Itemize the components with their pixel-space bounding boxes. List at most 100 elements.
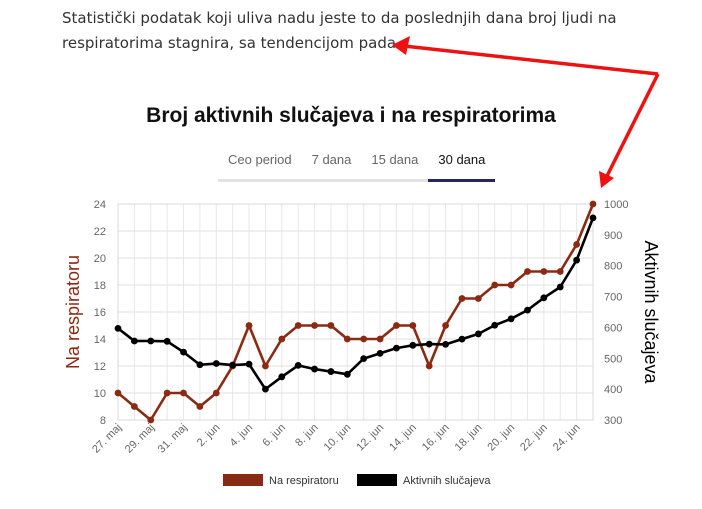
data-point-respirator <box>212 389 220 397</box>
right-axis-tick-label: 800 <box>604 261 622 273</box>
data-point-respirator <box>245 322 253 329</box>
arrow-to-text-line <box>403 44 659 76</box>
tab-30-dana[interactable]: 30 dana <box>428 150 496 182</box>
right-axis-tick-label: 400 <box>604 384 622 396</box>
data-point-respirator <box>278 335 286 343</box>
x-axis-tick-label: 14. jun <box>387 422 419 454</box>
data-point-respirator <box>262 362 269 370</box>
data-point-respirator <box>573 241 581 248</box>
data-point-active-cases <box>212 360 220 367</box>
data-point-active-cases <box>376 349 384 357</box>
x-axis-tick-label: 16. jun <box>420 422 452 454</box>
data-point-respirator <box>180 389 187 397</box>
series-line-active-cases <box>117 217 595 391</box>
x-axis-tick-label: 24. jun <box>551 422 583 454</box>
right-axis-tick-label: 1000 <box>604 199 628 211</box>
data-point-active-cases <box>163 337 171 345</box>
data-point-active-cases <box>425 340 433 348</box>
data-point-respirator <box>556 268 564 275</box>
right-axis-title: Aktivnih slučajeva <box>641 240 661 384</box>
data-point-active-cases <box>180 348 187 356</box>
chart-series <box>114 200 597 424</box>
left-axis-tick-label: 16 <box>94 307 106 319</box>
x-axis-tick-label: 12. jun <box>354 422 386 454</box>
data-point-respirator <box>409 322 417 329</box>
data-point-respirator <box>311 322 318 329</box>
data-point-respirator <box>343 335 351 343</box>
data-point-active-cases <box>393 344 400 352</box>
data-point-active-cases <box>589 214 597 222</box>
data-point-respirator <box>360 335 368 343</box>
x-axis-tick-label: 29. maj <box>123 422 157 456</box>
data-point-respirator <box>425 362 433 370</box>
left-axis-tick-label: 20 <box>94 253 106 265</box>
data-point-respirator <box>524 268 531 275</box>
data-point-active-cases <box>294 361 302 369</box>
chart-title: Broj aktivnih slučajeva i na respiratori… <box>146 104 556 127</box>
data-point-active-cases <box>229 361 237 369</box>
left-axis-tick-label: 22 <box>94 226 106 238</box>
data-point-active-cases <box>278 373 286 381</box>
left-axis-tick-label: 12 <box>94 361 106 373</box>
legend-label-active-cases[interactable]: Aktivnih slučajeva <box>403 475 491 487</box>
data-point-active-cases <box>409 341 417 349</box>
data-point-active-cases <box>573 256 581 264</box>
data-point-respirator <box>507 281 515 289</box>
x-axis-tick-label: 8. jun <box>293 422 321 450</box>
left-axis-tick-label: 24 <box>94 199 106 211</box>
legend-swatch-respirator[interactable] <box>223 474 263 486</box>
data-point-active-cases <box>556 283 564 291</box>
right-axis-tick-label: 300 <box>604 415 622 427</box>
data-point-active-cases <box>311 365 318 373</box>
data-point-respirator <box>196 403 204 410</box>
data-point-respirator <box>294 322 302 329</box>
x-axis-tick-label: 31. maj <box>156 422 190 456</box>
tab-ceo-period[interactable]: Ceo period <box>218 150 302 182</box>
annotation-arrows <box>392 36 660 188</box>
data-point-active-cases <box>262 385 269 393</box>
x-axis-tick-label: 27. maj <box>90 422 124 456</box>
data-point-respirator <box>589 200 597 208</box>
tab-7-dana[interactable]: 7 dana <box>301 150 362 182</box>
data-point-active-cases <box>360 355 368 362</box>
tab-15-dana[interactable]: 15 dana <box>361 150 429 182</box>
data-point-active-cases <box>114 324 122 332</box>
data-point-respirator <box>376 335 384 343</box>
arrow-to-text-head <box>392 36 410 55</box>
x-axis-tick-label: 10. jun <box>322 422 354 454</box>
right-axis-tick-label: 700 <box>604 292 622 304</box>
period-tabs: Ceo period 7 dana 15 dana 30 dana <box>218 150 496 182</box>
data-point-respirator <box>147 416 155 424</box>
x-axis-tick-label: 18. jun <box>453 422 485 454</box>
data-point-active-cases <box>343 370 351 378</box>
data-point-respirator <box>130 403 138 410</box>
data-point-respirator <box>474 295 482 302</box>
legend-label-respirator[interactable]: Na respiratoru <box>269 475 339 487</box>
x-axis-tick-label: 2. jun <box>195 422 223 450</box>
left-axis-tick-label: 14 <box>94 334 106 346</box>
data-point-respirator <box>393 322 400 329</box>
data-point-active-cases <box>540 294 548 302</box>
x-axis-tick-label: 6. jun <box>260 422 288 450</box>
chart-legend: Na respiratoru Aktivnih slučajeva <box>223 474 491 487</box>
left-axis-tick-label: 8 <box>100 415 106 427</box>
x-axis-tick-label: 20. jun <box>485 422 517 454</box>
data-point-respirator <box>327 322 335 329</box>
data-point-respirator <box>491 281 499 289</box>
arrow-to-point-head <box>599 171 614 188</box>
data-point-respirator <box>163 389 171 397</box>
legend-swatch-active-cases[interactable] <box>357 474 397 486</box>
data-point-active-cases <box>147 337 155 345</box>
right-axis-tick-label: 900 <box>604 230 622 242</box>
left-axis-ticks: 24 22 20 18 16 14 12 10 8 <box>94 199 106 427</box>
intro-paragraph: Statistički podatak koji uliva nadu jest… <box>62 9 617 52</box>
data-point-respirator <box>114 389 122 397</box>
data-point-active-cases <box>130 337 138 345</box>
data-point-active-cases <box>442 341 449 348</box>
series-line-respirator <box>117 203 595 422</box>
data-point-respirator <box>442 322 449 329</box>
right-axis-tick-label: 500 <box>604 353 622 365</box>
left-axis-tick-label: 10 <box>94 388 106 400</box>
